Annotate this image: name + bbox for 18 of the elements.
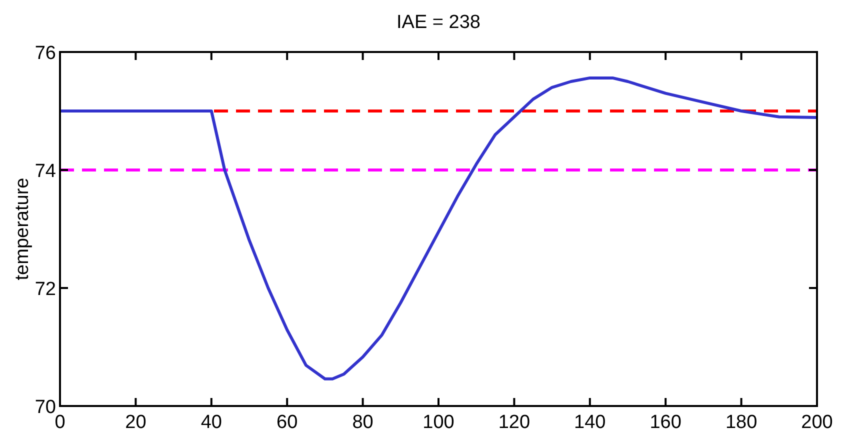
x-tick-label: 120 [498,412,530,433]
x-tick-label: 80 [352,412,374,433]
line-series [58,76,818,380]
x-tick-label: 100 [422,412,454,433]
y-tick-label: 74 [34,161,56,182]
x-tick-label: 200 [801,412,833,433]
x-tick-label: 180 [725,412,758,433]
y-tick-label: 76 [34,43,56,64]
chart-title: IAE = 238 [396,12,480,33]
x-tick-label: 40 [200,412,222,433]
x-tick-label: 140 [574,412,606,433]
x-tick-label: 20 [125,412,146,433]
x-tick-label: 60 [276,412,298,433]
x-tick-label: 0 [54,412,66,433]
y-axis-title: temperature [12,178,33,280]
y-tick-label: 70 [34,397,56,418]
x-tick-label: 160 [650,412,682,433]
y-tick-label: 72 [34,279,56,300]
